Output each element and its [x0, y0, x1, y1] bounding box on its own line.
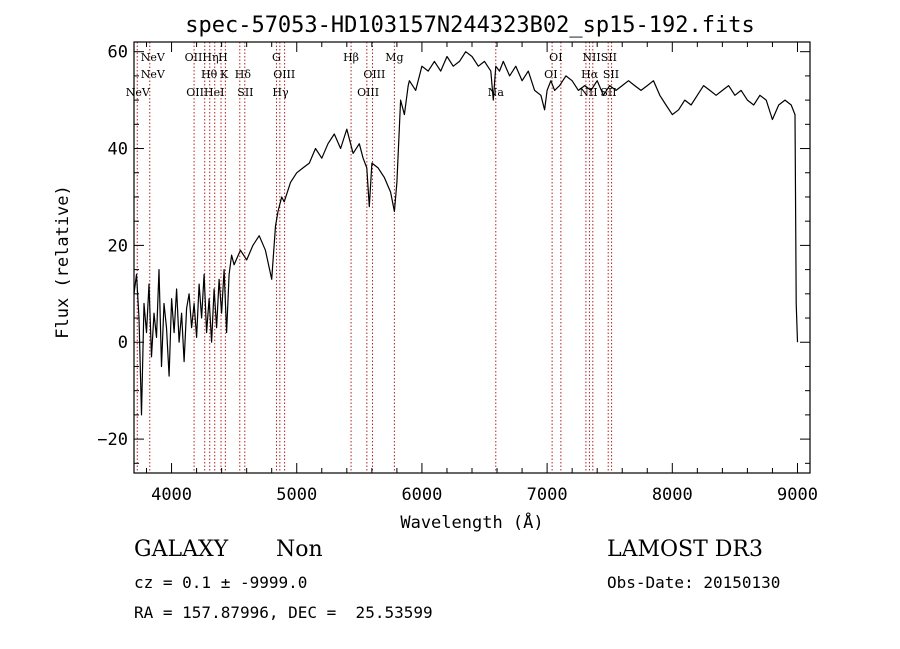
chart-title: spec-57053-HD103157N244323B02_sp15-192.f…: [185, 13, 755, 38]
y-axis-label: Flux (relative): [53, 185, 73, 339]
line-label: OI: [544, 68, 557, 81]
x-tick-label: 6000: [401, 485, 442, 505]
x-axis-label: Wavelength (Å): [400, 511, 543, 533]
y-tick-label: 20: [108, 236, 128, 256]
plot-axes: [133, 41, 811, 474]
spectrum-line-0: [133, 51, 799, 416]
line-label: H: [218, 51, 228, 64]
y-tick-label: 40: [108, 140, 128, 160]
line-label: Hβ: [343, 51, 359, 64]
line-label: OIII: [357, 86, 379, 99]
line-label: G: [272, 51, 281, 64]
redshift-line: cz = 0.1 ± -9999.0: [134, 573, 308, 592]
x-tick-label: 7000: [527, 485, 568, 505]
line-label: K: [220, 68, 229, 81]
obs-date-label: Obs-Date: 20150130: [607, 573, 781, 592]
x-tick-label: 8000: [652, 485, 693, 505]
line-label: OIII: [273, 68, 295, 81]
x-tick-label: 9000: [777, 485, 818, 505]
line-label: SII: [603, 68, 619, 81]
line-label: OIIHη: [185, 51, 219, 64]
subclass-label: Non: [276, 537, 323, 562]
spectrum-series: [133, 51, 799, 416]
line-label: Na: [488, 86, 505, 99]
coordinates-line: RA = 157.87996, DEC = 25.53599: [134, 603, 433, 622]
line-label: NIISII: [582, 51, 617, 64]
line-label: NeV: [141, 51, 166, 64]
line-label: Hθ: [201, 68, 218, 81]
line-label: SII: [237, 86, 253, 99]
line-label: OIIHeI: [186, 86, 224, 99]
line-label: NII: [579, 86, 597, 99]
classification-label: GALAXY: [134, 537, 229, 562]
plot-frame: [133, 41, 811, 474]
survey-label: LAMOST DR3: [607, 537, 763, 562]
line-label: NeV: [126, 86, 151, 99]
line-label: SII: [600, 86, 616, 99]
line-label: OIII: [363, 68, 385, 81]
line-label: Hδ: [235, 68, 252, 81]
y-tick-label: −20: [97, 430, 128, 450]
line-label: Mg: [385, 51, 403, 64]
line-label: NeV: [141, 68, 166, 81]
emission-line-markers: [136, 42, 613, 473]
y-tick-label: 0: [118, 333, 128, 353]
line-label: Hα: [581, 68, 599, 81]
line-label: OI: [549, 51, 562, 64]
y-tick-label: 60: [108, 43, 128, 63]
x-tick-label: 5000: [276, 485, 317, 505]
plot-text: 4000 5000 6000 7000 8000 9000 −20 0 20 40 60 spec-5…: [53, 13, 818, 533]
x-tick-label: 4000: [151, 485, 192, 505]
line-label: Hγ: [272, 86, 289, 99]
